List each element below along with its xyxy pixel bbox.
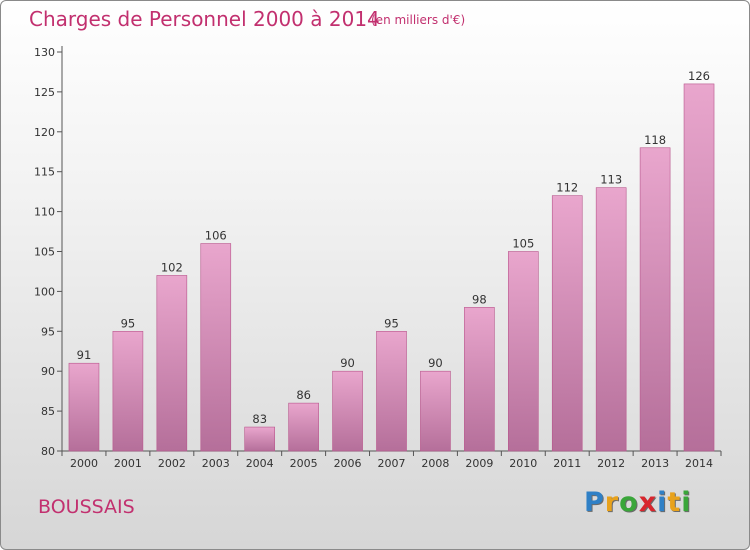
x-tick-label: 2011 [553,457,581,470]
bar [244,426,275,452]
bar-group: 113 [595,173,627,452]
y-tick-label: 130 [34,46,55,59]
chart-title: Charges de Personnel 2000 à 2014 [29,7,380,31]
x-tick-label: 2012 [597,457,625,470]
logo-letter: P [584,487,605,518]
x-tick-label: 2005 [290,457,318,470]
x-tick-label: 2002 [158,457,186,470]
bar [551,195,583,452]
y-tick-label: 115 [34,166,55,179]
bar [639,147,671,452]
x-tick-label: 2008 [421,457,449,470]
y-tick-label: 85 [41,405,55,418]
x-tick-label: 2010 [509,457,537,470]
bar-group: 98 [464,292,495,452]
bar-group: 90 [420,356,451,452]
bar-group: 102 [156,260,188,452]
x-tick-label: 2013 [641,457,669,470]
bar [156,275,188,452]
bar [507,251,539,452]
bar-value-label: 90 [428,356,443,370]
bar-value-label: 113 [600,173,622,187]
chart-bars: 91 95 102 106 83 86 90 95 90 98 105 112 113 118 126 [68,69,715,452]
bar-value-label: 102 [161,260,183,274]
bar [464,307,495,452]
x-tick-label: 2006 [334,457,362,470]
bar [595,187,627,452]
bar-value-label: 126 [688,69,710,83]
bar-group: 86 [288,388,319,452]
logo-letter: r [604,487,620,518]
bar-group: 91 [68,348,100,452]
x-tick-label: 2003 [202,457,230,470]
x-tick-label: 2004 [246,457,274,470]
y-tick-label: 105 [34,246,55,259]
bar-group: 126 [683,69,715,452]
y-tick-label: 80 [41,445,55,458]
chart-axes: 80 85 90 95 100 105 110 115 120 125 130 2000 2001 200… [34,46,722,470]
logo-letter: t [667,487,682,518]
bar-group: 105 [507,237,539,452]
bar-group: 90 [332,356,363,452]
bar-group: 83 [244,412,275,452]
bar-group: 95 [376,316,407,452]
bar [68,362,100,452]
y-tick-label: 120 [34,126,55,139]
x-tick-label: 2009 [465,457,493,470]
bar-value-label: 106 [205,229,227,243]
bar-group: 106 [200,229,232,452]
bar-value-label: 95 [121,316,136,330]
x-tick-label: 2007 [378,457,406,470]
y-tick-label: 125 [34,86,55,99]
proxiti-logo: Proxiti [584,487,692,518]
x-tick-label: 2000 [70,457,98,470]
logo-letter: o [619,487,639,518]
bar-value-label: 86 [296,388,311,402]
bar-value-label: 98 [472,292,487,306]
y-tick-label: 90 [41,365,55,378]
town-name: BOUSSAIS [38,496,135,518]
bar [288,402,319,452]
y-tick-label: 95 [41,325,55,338]
x-tick-label: 2001 [114,457,142,470]
bar [420,370,451,452]
y-tick-label: 100 [34,285,55,298]
bar-value-label: 95 [384,316,399,330]
bar-value-label: 91 [77,348,92,362]
bar-value-label: 105 [512,237,534,251]
bar [200,243,232,452]
bar-value-label: 90 [340,356,355,370]
logo-letter: i [657,487,668,518]
bar [376,330,407,452]
logo-letter: x [638,487,658,518]
bar-group: 118 [639,133,671,452]
bar-group: 112 [551,181,583,452]
bar [112,330,144,452]
bar-group: 95 [112,316,144,452]
y-tick-label: 110 [34,206,55,219]
x-tick-label: 2014 [685,457,713,470]
bar-value-label: 118 [644,133,666,147]
bar [683,83,715,452]
logo-letter: i [681,487,692,518]
chart-subtitle: (en milliers d'€) [371,13,466,27]
bar-value-label: 112 [556,181,578,195]
bar [332,370,363,452]
bar-value-label: 83 [252,412,267,426]
